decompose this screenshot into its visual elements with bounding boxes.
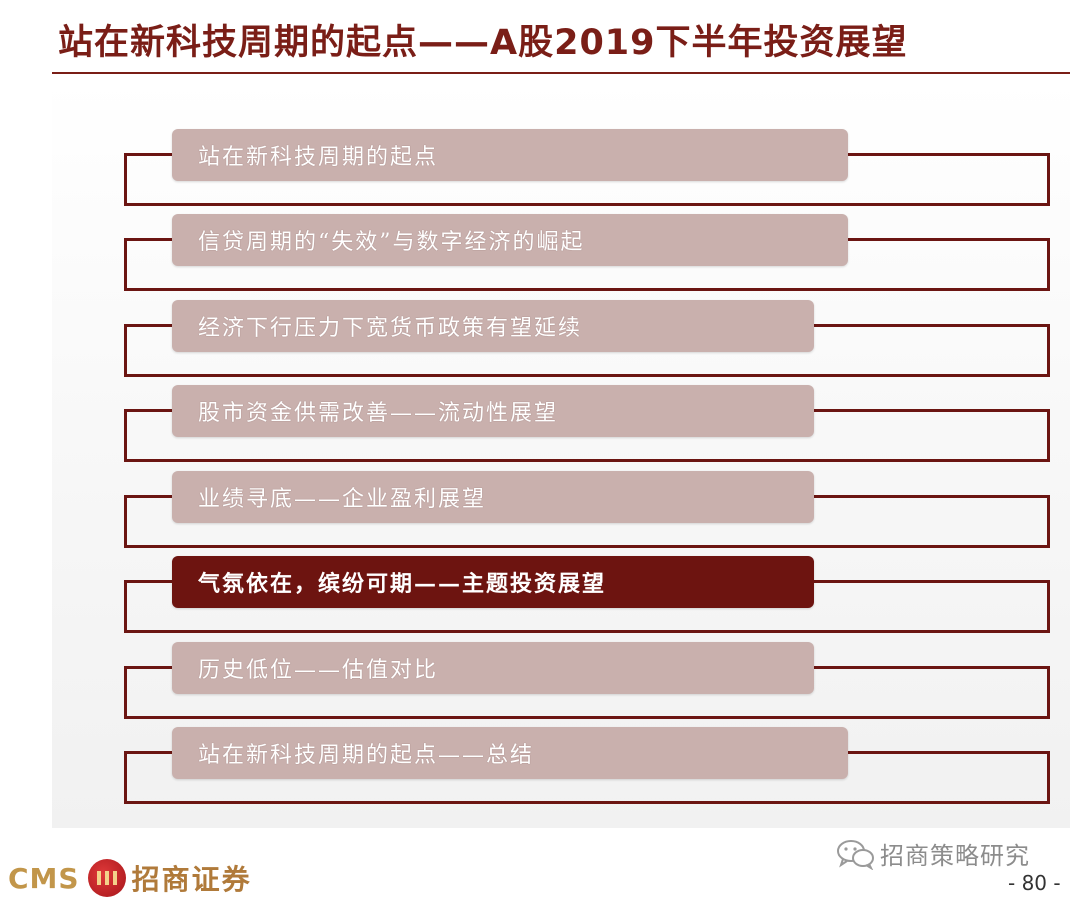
agenda-item-label: 业绩寻底——企业盈利展望: [198, 487, 487, 512]
brand-latin: CMS: [8, 861, 80, 895]
page-number: - 80 -: [1008, 871, 1061, 895]
brand-logo: CMS 招商证券: [8, 858, 252, 898]
agenda-item-pill[interactable]: 站在新科技周期的起点: [172, 129, 848, 181]
agenda-item-label: 气氛依在，缤纷可期——主题投资展望: [198, 571, 607, 597]
wechat-account-name: 招商策略研究: [880, 842, 1030, 870]
agenda-item-label: 历史低位——估值对比: [198, 658, 439, 683]
agenda-item-pill[interactable]: 股市资金供需改善——流动性展望: [172, 385, 814, 437]
agenda-item-pill[interactable]: 经济下行压力下宽货币政策有望延续: [172, 300, 814, 352]
agenda-item-label: 站在新科技周期的起点——总结: [198, 743, 535, 768]
agenda-item-pill[interactable]: 历史低位——估值对比: [172, 642, 814, 694]
agenda-item[interactable]: 股市资金供需改善——流动性展望: [0, 385, 1080, 465]
agenda-item[interactable]: 信贷周期的“失效”与数字经济的崛起: [0, 214, 1080, 294]
title-divider: [52, 72, 1070, 74]
agenda-item-pill[interactable]: 业绩寻底——企业盈利展望: [172, 471, 814, 523]
page-title: 站在新科技周期的起点——A股2019下半年投资展望: [58, 23, 908, 63]
wechat-account: 招商策略研究: [836, 836, 1030, 871]
agenda-item-pill-active[interactable]: 气氛依在，缤纷可期——主题投资展望: [172, 556, 814, 608]
agenda-item[interactable]: 经济下行压力下宽货币政策有望延续: [0, 300, 1080, 380]
wechat-icon: [837, 839, 874, 870]
agenda-item-label: 站在新科技周期的起点: [198, 145, 439, 170]
agenda-item-pill[interactable]: 站在新科技周期的起点——总结: [172, 727, 848, 779]
agenda-item-label: 信贷周期的“失效”与数字经济的崛起: [198, 230, 585, 255]
cms-logo-icon: [87, 859, 126, 897]
agenda-item[interactable]: 站在新科技周期的起点——总结: [0, 727, 1080, 807]
agenda-item-label: 股市资金供需改善——流动性展望: [198, 401, 559, 426]
agenda-item[interactable]: 业绩寻底——企业盈利展望: [0, 471, 1080, 551]
agenda-item-pill[interactable]: 信贷周期的“失效”与数字经济的崛起: [172, 214, 848, 266]
brand-chinese: 招商证券: [131, 863, 252, 896]
agenda-item-label: 经济下行压力下宽货币政策有望延续: [198, 316, 583, 341]
agenda-item[interactable]: 历史低位——估值对比: [0, 642, 1080, 722]
agenda-item-active[interactable]: 气氛依在，缤纷可期——主题投资展望: [0, 556, 1080, 636]
agenda-item[interactable]: 站在新科技周期的起点: [0, 129, 1080, 209]
